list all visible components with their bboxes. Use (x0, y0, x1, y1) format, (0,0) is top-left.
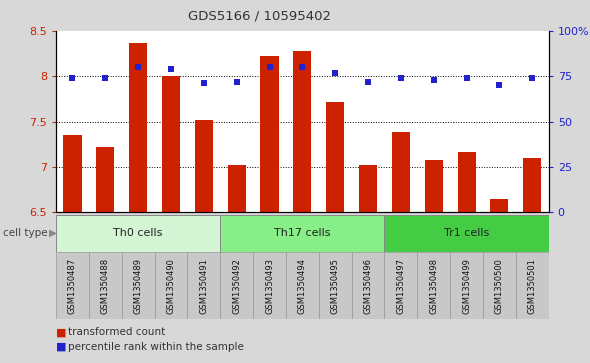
Bar (56, 252, 89, 319)
Bar (359, 165, 377, 212)
Bar (220, 215, 385, 252)
Point (232, 79, 241, 85)
Bar (326, 102, 344, 212)
Bar (129, 42, 147, 212)
Bar (458, 152, 476, 212)
Text: GSM1350489: GSM1350489 (134, 258, 143, 314)
Bar (155, 252, 188, 319)
Bar (293, 51, 312, 212)
Text: Tr1 cells: Tr1 cells (444, 228, 489, 238)
Bar (490, 199, 509, 212)
Bar (261, 56, 278, 212)
Point (133, 64, 143, 70)
Point (166, 66, 176, 72)
Bar (195, 120, 213, 212)
Bar (122, 252, 155, 319)
Bar (56, 215, 220, 252)
Point (297, 64, 307, 70)
Bar (228, 165, 245, 212)
Bar (253, 252, 286, 319)
Text: GSM1350501: GSM1350501 (528, 258, 537, 314)
Text: transformed count: transformed count (68, 327, 165, 337)
Text: ▶: ▶ (49, 228, 57, 238)
Bar (96, 147, 114, 212)
Point (330, 70, 340, 76)
Bar (516, 252, 549, 319)
Text: GSM1350495: GSM1350495 (331, 258, 340, 314)
Text: Th0 cells: Th0 cells (113, 228, 163, 238)
Text: GSM1350491: GSM1350491 (199, 258, 208, 314)
Point (429, 77, 438, 83)
Text: ■: ■ (56, 342, 67, 352)
Bar (385, 252, 417, 319)
Point (494, 82, 504, 88)
Text: GSM1350487: GSM1350487 (68, 258, 77, 314)
Point (396, 75, 405, 81)
Point (265, 64, 274, 70)
Text: GSM1350490: GSM1350490 (166, 258, 175, 314)
Bar (392, 132, 410, 212)
Text: GSM1350494: GSM1350494 (298, 258, 307, 314)
Text: cell type: cell type (3, 228, 48, 238)
Bar (89, 252, 122, 319)
Bar (483, 252, 516, 319)
Text: GSM1350488: GSM1350488 (101, 258, 110, 314)
Bar (220, 252, 253, 319)
Bar (523, 158, 541, 212)
Text: Th17 cells: Th17 cells (274, 228, 330, 238)
Bar (425, 160, 442, 212)
Text: GDS5166 / 10595402: GDS5166 / 10595402 (188, 9, 331, 22)
Bar (385, 215, 549, 252)
Point (527, 75, 537, 81)
Point (199, 81, 208, 86)
Text: GSM1350493: GSM1350493 (265, 258, 274, 314)
Bar (417, 252, 450, 319)
Point (100, 75, 110, 81)
Bar (64, 135, 81, 212)
Bar (286, 252, 319, 319)
Text: ■: ■ (56, 327, 67, 337)
Text: GSM1350498: GSM1350498 (430, 258, 438, 314)
Bar (162, 76, 180, 212)
Text: GSM1350497: GSM1350497 (396, 258, 405, 314)
Text: percentile rank within the sample: percentile rank within the sample (68, 342, 244, 352)
Bar (352, 252, 385, 319)
Text: GSM1350492: GSM1350492 (232, 258, 241, 314)
Point (363, 79, 373, 85)
Bar (450, 252, 483, 319)
Text: GSM1350500: GSM1350500 (495, 258, 504, 314)
Text: GSM1350499: GSM1350499 (462, 258, 471, 314)
Bar (319, 252, 352, 319)
Point (462, 75, 471, 81)
Point (68, 75, 77, 81)
Bar (188, 252, 220, 319)
Text: GSM1350496: GSM1350496 (363, 258, 372, 314)
